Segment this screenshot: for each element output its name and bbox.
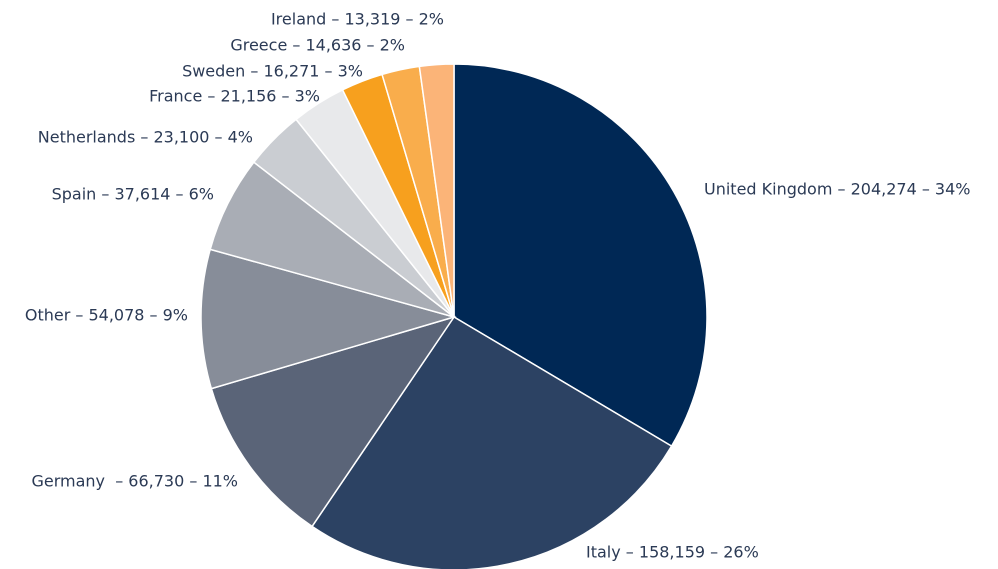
- slice-label: Italy – 158,159 – 26%: [586, 543, 759, 562]
- pie-slice: [210, 315, 456, 528]
- slice-label: Greece – 14,636 – 2%: [230, 36, 405, 55]
- pie-slice: [311, 315, 673, 569]
- slice-label: Spain – 37,614 – 6%: [52, 185, 214, 204]
- pie-slice: [453, 63, 708, 448]
- slice-label: Sweden – 16,271 – 3%: [182, 62, 363, 81]
- slice-label: France – 21,156 – 3%: [149, 87, 320, 106]
- slice-label: Netherlands – 23,100 – 4%: [38, 128, 253, 147]
- pie-slice: [200, 248, 457, 390]
- slice-label: Germany – 66,730 – 11%: [31, 472, 238, 491]
- slice-label: Other – 54,078 – 9%: [25, 306, 188, 325]
- pie-slice: [418, 63, 455, 318]
- slice-label: Ireland – 13,319 – 2%: [271, 10, 444, 29]
- slice-label: United Kingdom – 204,274 – 34%: [704, 180, 971, 199]
